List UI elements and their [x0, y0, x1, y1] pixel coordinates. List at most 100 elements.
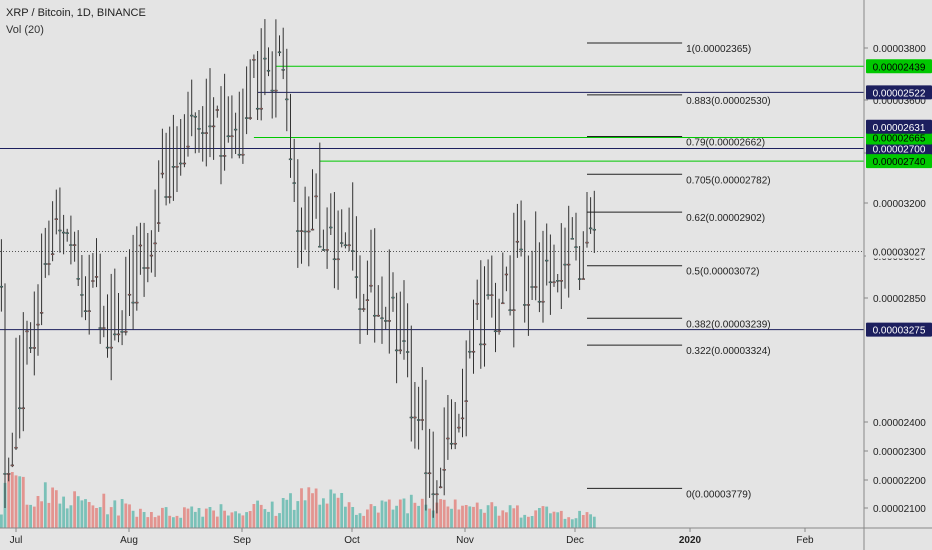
candle: [266, 69, 271, 72]
candle: [351, 250, 355, 252]
candle: [164, 196, 168, 198]
volume-bar: [245, 512, 248, 528]
candle: [318, 245, 322, 248]
volume-bar: [468, 506, 472, 528]
volume-bar: [157, 515, 161, 528]
candle: [453, 442, 457, 445]
volume-bar: [333, 493, 336, 528]
volume-bar: [84, 499, 87, 528]
volume-bar: [307, 487, 311, 528]
candle: [303, 230, 307, 233]
candle: [138, 244, 143, 247]
candle: [168, 196, 172, 198]
volume-bar: [135, 516, 139, 528]
candle: [479, 343, 483, 346]
candle: [204, 132, 208, 134]
candle: [343, 244, 348, 247]
candle: [18, 407, 22, 410]
candle: [131, 301, 135, 304]
candle: [91, 280, 95, 282]
volume-bar: [18, 476, 22, 528]
volume-bar: [409, 494, 413, 528]
candle: [497, 330, 501, 333]
volume-bar: [190, 506, 194, 528]
candle: [482, 343, 487, 346]
candle: [545, 259, 549, 262]
volume-bar: [453, 499, 457, 528]
candle: [292, 182, 296, 184]
volume-bar: [296, 501, 300, 528]
volume-bar: [574, 518, 578, 528]
candle: [442, 469, 446, 471]
candle: [559, 280, 563, 282]
price-badge-label: 0.00002665: [873, 134, 926, 145]
volume-bar: [552, 511, 556, 528]
volume-bar: [541, 506, 545, 528]
candle: [0, 285, 4, 288]
volume-bar: [80, 500, 84, 528]
volume-bar: [472, 506, 475, 528]
y-tick-label: 0.00003200: [873, 199, 926, 210]
volume-bar: [538, 508, 541, 528]
candle: [263, 57, 267, 60]
candle: [325, 249, 329, 251]
volume-bar: [0, 514, 3, 528]
fib-level-label: 0.5(0.00003072): [686, 267, 759, 278]
candle: [135, 301, 139, 304]
volume-bar: [483, 512, 486, 528]
candle: [50, 253, 55, 255]
price-badge-label: 0.00002740: [873, 157, 926, 168]
candle: [208, 125, 212, 128]
volume-bar: [508, 505, 512, 528]
candle: [113, 333, 117, 336]
volume-bar: [241, 515, 245, 528]
candle: [157, 222, 161, 224]
candle: [14, 446, 18, 449]
candle: [369, 284, 373, 287]
volume-bar: [146, 517, 150, 528]
volume-bar: [153, 517, 157, 528]
volume-bar: [387, 499, 391, 528]
candle: [36, 323, 40, 326]
candle: [288, 158, 293, 161]
candle: [332, 258, 337, 261]
volume-bar: [398, 499, 402, 528]
candle: [512, 309, 516, 311]
volume-bar: [450, 508, 453, 528]
volume-bar: [292, 509, 296, 528]
candle: [186, 145, 190, 148]
volume-bar: [336, 497, 340, 528]
candle: [468, 350, 472, 353]
volume-bar: [234, 511, 237, 528]
volume-bar: [435, 502, 439, 528]
x-tick-label: 2020: [679, 535, 702, 546]
volume-bar: [65, 508, 69, 528]
volume-bar: [91, 505, 95, 528]
volume-bar: [32, 506, 36, 528]
volume-bar: [168, 515, 172, 528]
volume-bar: [14, 475, 18, 528]
volume-bar: [559, 510, 563, 528]
price-badge-label: 0.00002522: [873, 88, 926, 99]
volume-bar: [36, 496, 40, 528]
volume-bar: [589, 514, 592, 528]
volume-bar: [300, 488, 303, 528]
volume-bar: [380, 500, 384, 528]
candle: [475, 303, 479, 305]
fib-level-label: 0(0.00003779): [686, 489, 751, 500]
volume-bar: [197, 508, 201, 528]
candle: [431, 493, 435, 496]
candle: [98, 327, 102, 329]
volume-bar: [530, 516, 534, 528]
price-badge: [866, 322, 932, 337]
candle: [211, 125, 216, 128]
volume-bar: [183, 507, 186, 528]
candle: [43, 263, 47, 265]
fib-level-label: 0.382(0.00003239): [686, 319, 771, 330]
candle: [427, 472, 432, 475]
candle: [105, 346, 110, 349]
candle: [28, 347, 33, 349]
candle: [314, 195, 318, 198]
candle: [109, 346, 113, 349]
